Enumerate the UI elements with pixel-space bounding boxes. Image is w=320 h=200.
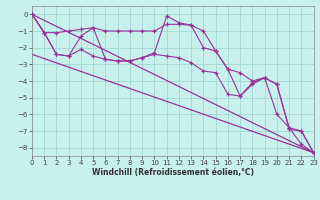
X-axis label: Windchill (Refroidissement éolien,°C): Windchill (Refroidissement éolien,°C) bbox=[92, 168, 254, 177]
